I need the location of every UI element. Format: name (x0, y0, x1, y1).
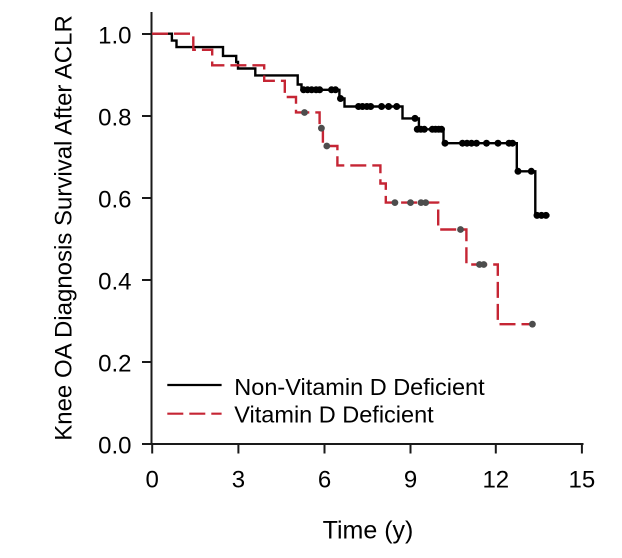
svg-text:9: 9 (404, 467, 417, 494)
svg-text:3: 3 (232, 467, 245, 494)
svg-text:0.6: 0.6 (98, 187, 131, 214)
svg-text:Time (y): Time (y) (323, 517, 414, 545)
svg-text:12: 12 (482, 467, 509, 494)
svg-text:15: 15 (569, 467, 596, 494)
svg-text:1.0: 1.0 (98, 23, 131, 50)
svg-text:6: 6 (318, 467, 331, 494)
svg-text:0.4: 0.4 (98, 269, 131, 296)
svg-text:0.8: 0.8 (98, 105, 131, 132)
svg-text:0: 0 (146, 467, 159, 494)
svg-text:Vitamin D Deficient: Vitamin D Deficient (234, 401, 434, 427)
svg-text:Knee OA Diagnosis Survival Aft: Knee OA Diagnosis Survival After ACLR (50, 15, 77, 441)
svg-text:0.2: 0.2 (98, 351, 131, 378)
svg-text:Non-Vitamin D Deficient: Non-Vitamin D Deficient (234, 374, 485, 400)
svg-text:0.0: 0.0 (98, 433, 131, 460)
